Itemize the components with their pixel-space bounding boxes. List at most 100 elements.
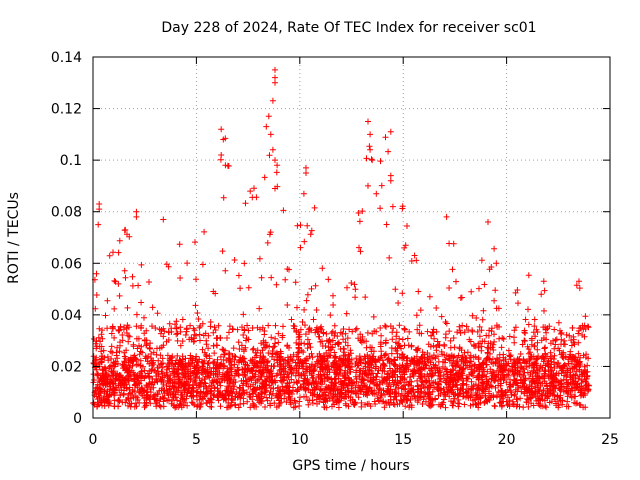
data-point [272,157,278,164]
data-point [211,391,218,398]
data-point [143,395,150,402]
data-point [199,365,206,372]
data-point [284,354,291,361]
data-point [438,313,445,320]
data-point [104,325,111,332]
data-point [362,401,369,408]
data-point [312,282,319,289]
data-point [357,248,364,255]
data-point [115,396,122,403]
data-point [149,375,156,382]
data-point [446,328,453,335]
data-point [446,240,453,247]
data-point [305,380,312,387]
data-point [432,395,439,402]
data-point [309,354,316,361]
data-point [157,403,164,410]
data-point [297,222,304,229]
data-point [108,368,115,375]
data-point [183,328,190,335]
data-point [575,339,582,346]
data-point [382,391,388,398]
data-point [325,276,332,283]
data-point [304,291,311,298]
data-point [373,383,380,390]
data-point [467,402,474,409]
data-point [459,354,466,361]
data-point [356,218,363,225]
data-point [490,369,497,376]
data-point [306,353,313,360]
data-point [173,318,180,325]
data-point [141,404,148,411]
data-point [407,373,413,380]
data-point [126,372,133,379]
data-point [300,349,307,356]
data-point [275,339,282,346]
data-point [426,393,433,400]
data-point [296,336,303,343]
data-point [386,390,393,397]
data-point [399,375,406,382]
data-point [577,402,584,409]
data-point [521,337,528,344]
data-point [540,358,547,365]
data-point [394,354,401,361]
data-point [396,335,403,342]
data-point [331,375,338,382]
data-point [359,382,366,389]
data-point [197,403,204,410]
data-point [188,355,195,362]
data-point [532,393,539,400]
data-point [512,324,519,331]
data-point [100,396,107,403]
data-point [184,375,191,382]
data-point [220,347,227,353]
data-point [476,361,483,368]
data-point [330,391,337,398]
data-point [305,401,312,408]
data-point [282,276,289,283]
data-point [423,398,429,405]
data-point [377,158,384,165]
data-point [217,382,224,389]
data-point [558,380,565,387]
data-point [431,364,438,371]
data-point [221,351,228,358]
data-point [399,203,406,210]
data-point [340,326,347,332]
data-point [292,279,299,286]
data-point [389,389,396,395]
data-point [575,359,582,366]
data-point [460,382,467,388]
data-point [548,358,555,365]
data-point [206,374,213,381]
data-point [100,347,107,354]
data-point [483,361,490,368]
data-point [96,206,103,213]
data-point [450,335,457,341]
data-point [425,341,432,348]
data-point [516,403,523,410]
data-point [507,356,514,363]
data-point [244,362,251,369]
data-point [514,364,521,371]
data-point [135,282,142,289]
data-point [133,403,140,410]
data-point [458,369,465,376]
data-point [245,383,252,390]
data-point [111,277,118,284]
data-point [572,387,578,393]
data-point [443,213,450,220]
data-point [448,352,455,359]
data-point [437,385,444,392]
data-point [123,347,130,354]
data-point [153,403,160,410]
data-point [177,328,184,335]
data-point [273,281,280,288]
data-point [378,348,385,355]
data-point [263,394,270,401]
data-point [138,261,145,268]
data-point [399,399,406,406]
data-point [179,338,186,345]
